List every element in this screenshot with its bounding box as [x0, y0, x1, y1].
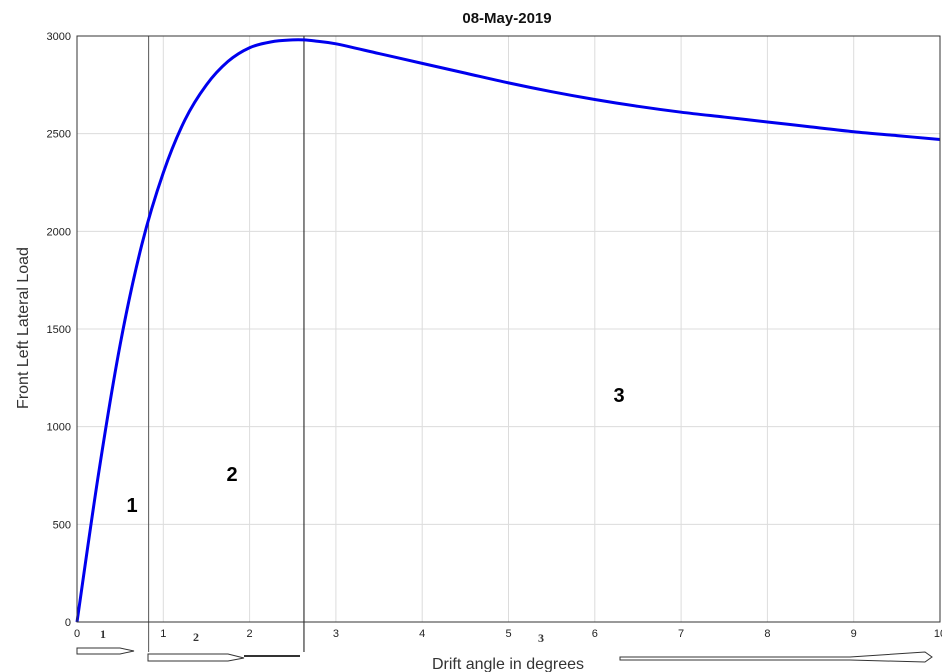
small-region-label-2: 2	[193, 630, 199, 644]
x-tick-label: 8	[764, 628, 770, 640]
y-tick-label: 1000	[47, 422, 71, 434]
plot-frame	[76, 35, 941, 623]
x-tick-label: 4	[419, 628, 425, 640]
region-label-2: 2	[226, 464, 237, 486]
x-tick-label: 7	[678, 628, 684, 640]
x-tick-label: 2	[247, 628, 253, 640]
x-tick-labels: 0 1 2 3 4 5 6 7 8 9 10	[74, 628, 942, 640]
x-tick-label: 3	[333, 628, 339, 640]
y-axis-label: Front Left Lateral Load	[15, 247, 32, 409]
y-tick-label: 1500	[47, 324, 71, 336]
small-region-label-1: 1	[100, 627, 106, 641]
chart-title: 08-May-2019	[462, 10, 551, 27]
region-label-1: 1	[126, 495, 137, 517]
x-tick-label: 9	[851, 628, 857, 640]
grid	[77, 36, 940, 622]
x-axis-label: Drift angle in degrees	[432, 656, 584, 672]
x-tick-label: 10	[934, 628, 942, 640]
small-region-label-3: 3	[538, 631, 544, 645]
series-line	[75, 38, 941, 623]
x-tick-label: 0	[74, 628, 80, 640]
y-tick-label: 0	[65, 617, 71, 629]
y-tick-labels: 0 500 1000 1500 2000 2500 3000	[47, 31, 71, 629]
region-label-3: 3	[613, 385, 624, 407]
region-boundaries	[148, 36, 305, 652]
y-tick-label: 500	[53, 519, 71, 531]
y-tick-label: 2000	[47, 226, 71, 238]
drift-angle-arrow	[76, 647, 933, 663]
x-tick-label: 5	[505, 628, 511, 640]
y-tick-label: 2500	[47, 129, 71, 141]
y-tick-label: 3000	[47, 31, 71, 43]
x-tick-label: 1	[160, 628, 166, 640]
x-tick-label: 6	[592, 628, 598, 640]
series-group	[75, 38, 941, 623]
